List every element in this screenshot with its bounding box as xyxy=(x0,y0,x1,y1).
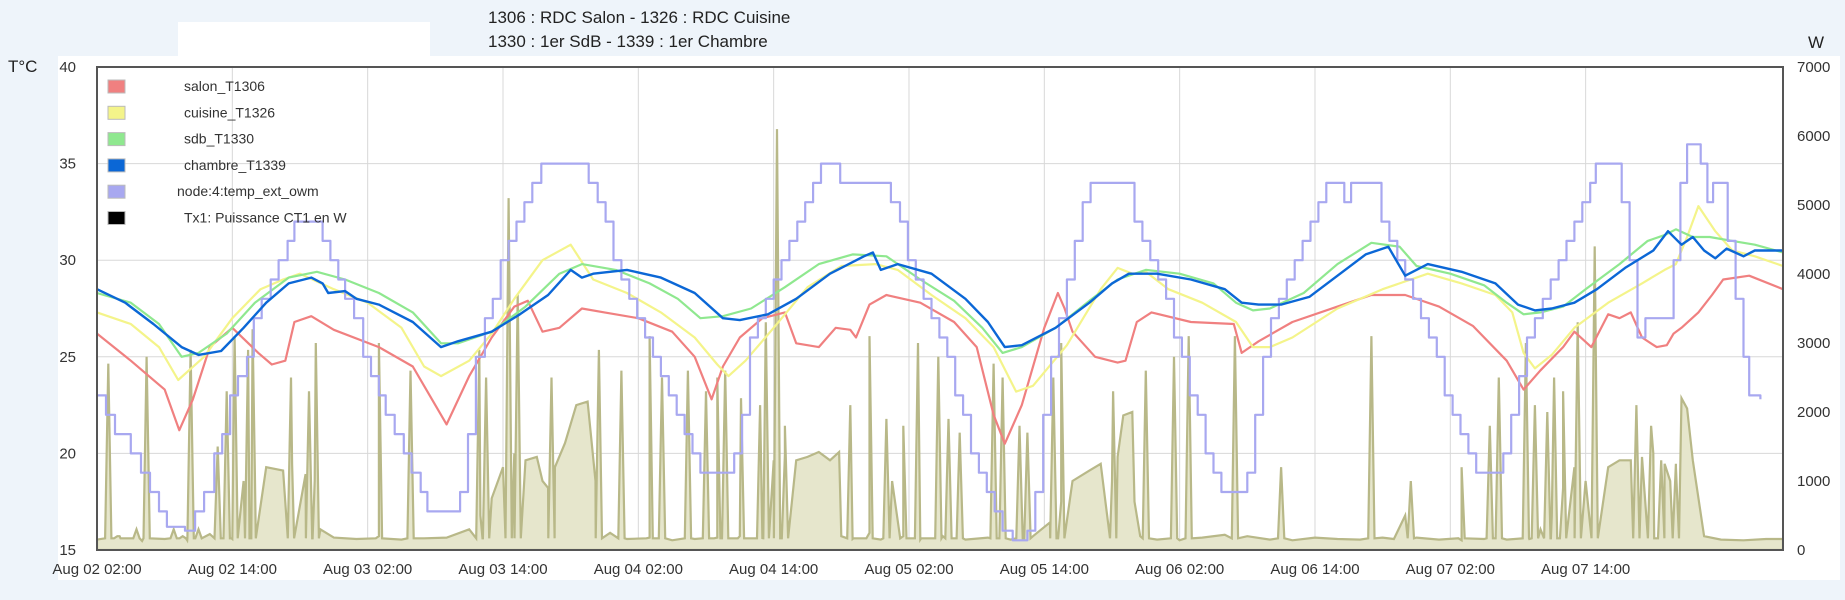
y-right-tick: 4000 xyxy=(1797,266,1830,283)
chart-header-line-2: 1330 : 1er SdB - 1339 : 1er Chambre xyxy=(488,32,768,51)
axis-ticks: 15 20 25 30 35 40 0 1000 2000 3000 4000 5000 6000 700… xyxy=(52,59,1830,578)
x-tick-label: Aug 02 14:00 xyxy=(188,561,277,578)
y-right-tick: 1000 xyxy=(1797,473,1830,490)
legend-label-sdb: sdb_T1330 xyxy=(184,131,254,147)
legend-label-cuisine: cuisine_T1326 xyxy=(184,104,275,120)
x-tick-label: Aug 07 02:00 xyxy=(1406,561,1495,578)
series-ext-line xyxy=(97,143,1762,542)
y-left-tick: 35 xyxy=(59,156,76,173)
legend-swatch-sdb xyxy=(107,132,126,147)
series-layer xyxy=(97,129,1783,550)
y-right-tick: 7000 xyxy=(1797,59,1830,76)
legend-swatch-cuisine xyxy=(107,105,126,120)
legend-label-ext: node:4:temp_ext_owm xyxy=(177,183,319,199)
series-chambre-line xyxy=(97,230,1783,357)
header-blank-panel xyxy=(178,22,430,56)
y-left-tick: 20 xyxy=(59,445,76,462)
x-tick-label: Aug 04 02:00 xyxy=(594,561,683,578)
legend-swatch-ext xyxy=(107,184,126,199)
series-power-area xyxy=(97,129,1783,550)
y-right-tick: 5000 xyxy=(1797,197,1830,214)
x-tick-label: Aug 07 14:00 xyxy=(1541,561,1630,578)
chart-header-line-1: 1306 : RDC Salon - 1326 : RDC Cuisine xyxy=(488,8,791,27)
y-left-tick: 30 xyxy=(59,252,76,269)
x-tick-label: Aug 06 02:00 xyxy=(1135,561,1224,578)
y-right-tick: 2000 xyxy=(1797,404,1830,421)
x-tick-label: Aug 05 02:00 xyxy=(864,561,953,578)
plot-border xyxy=(96,66,1784,551)
x-tick-label: Aug 03 02:00 xyxy=(323,561,412,578)
y-right-tick: 3000 xyxy=(1797,335,1830,352)
y-left-tick: 25 xyxy=(59,349,76,366)
y-right-tick: 0 xyxy=(1797,542,1805,559)
y-right-unit: W xyxy=(1808,33,1824,52)
legend-swatch-chambre xyxy=(107,158,126,173)
x-tick-label: Aug 04 14:00 xyxy=(729,561,818,578)
legend: salon_T1306 cuisine_T1326 sdb_T1330chambre… xyxy=(107,78,347,226)
legend-swatch-power xyxy=(107,211,126,225)
legend-label-power: Tx1: Puissance CT1 en W xyxy=(184,210,347,226)
y-right-tick: 6000 xyxy=(1797,128,1830,145)
legend-swatch-salon xyxy=(107,79,126,94)
x-tick-label: Aug 06 14:00 xyxy=(1270,561,1359,578)
y-left-tick: 15 xyxy=(59,542,76,559)
y-left-tick: 40 xyxy=(59,59,76,76)
x-tick-label: Aug 02 02:00 xyxy=(52,561,141,578)
x-tick-label: Aug 03 14:00 xyxy=(458,561,547,578)
legend-label-salon: salon_T1306 xyxy=(184,78,265,94)
series-salon-line xyxy=(97,274,1783,445)
series-cuisine-line xyxy=(97,205,1783,393)
legend-label-chambre: chambre_T1339 xyxy=(184,157,286,173)
y-left-unit: T°C xyxy=(8,57,37,76)
x-tick-label: Aug 05 14:00 xyxy=(1000,561,1089,578)
